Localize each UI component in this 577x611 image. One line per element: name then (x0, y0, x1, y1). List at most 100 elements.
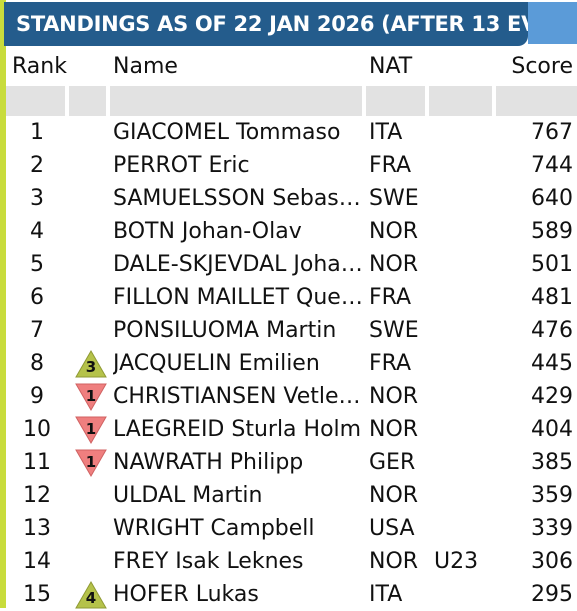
rank-down-icon: 1 (75, 449, 107, 477)
nation-cell: NOR (369, 483, 419, 508)
score-cell: 359 (531, 483, 573, 508)
rank-up-icon: 3 (75, 350, 107, 378)
nation-cell: USA (369, 516, 415, 541)
rank-down-icon: 1 (75, 383, 107, 411)
rank-up-icon: 4 (75, 581, 107, 609)
score-cell: 476 (531, 318, 573, 343)
nation-cell: FRA (369, 285, 412, 310)
table-row[interactable]: 11 NAWRATH Philipp GER 385 1 (0, 446, 577, 479)
score-cell: 481 (531, 285, 573, 310)
column-header-nat[interactable]: NAT (369, 54, 413, 79)
athlete-name-cell: SAMUELSSON Sebastian (113, 186, 363, 211)
category-cell (434, 512, 494, 545)
nation-cell: NOR (369, 417, 419, 442)
rank-cell: 2 (30, 153, 44, 178)
table-row[interactable]: 5 DALE-SKJEVDAL Joha… NOR 501 (0, 248, 577, 281)
athlete-name-cell: CHRISTIANSEN Vetle S… (113, 384, 363, 409)
table-row[interactable]: 3 SAMUELSSON Sebastian SWE 640 (0, 182, 577, 215)
athlete-name-cell: GIACOMEL Tommaso (113, 120, 341, 145)
rank-cell: 13 (23, 516, 51, 541)
nation-cell: ITA (369, 120, 403, 145)
athlete-name-cell: BOTN Johan-Olav (113, 219, 302, 244)
table-row[interactable]: 13 WRIGHT Campbell USA 339 (0, 512, 577, 545)
category-cell (434, 314, 494, 347)
score-cell: 640 (531, 186, 573, 211)
nation-cell: NOR (369, 384, 419, 409)
category-cell (434, 215, 494, 248)
filter-cell-score[interactable] (496, 86, 577, 116)
column-header-rank[interactable]: Rank (12, 54, 67, 79)
rank-change-value: 1 (86, 387, 96, 405)
filter-cell-change[interactable] (69, 86, 106, 116)
category-cell (434, 248, 494, 281)
rank-down-icon: 1 (75, 416, 107, 444)
athlete-name-cell: PERROT Eric (113, 153, 250, 178)
athlete-name-cell: FILLON MAILLET Quentin (113, 285, 363, 310)
table-row[interactable]: 4 BOTN Johan-Olav NOR 589 (0, 215, 577, 248)
rank-cell: 7 (30, 318, 44, 343)
category-cell (434, 380, 494, 413)
standings-title: STANDINGS AS OF 22 JAN 2026 (AFTER 13 EV… (4, 2, 528, 46)
category-cell (434, 347, 494, 380)
nation-cell: NOR (369, 549, 419, 574)
athlete-name-cell: DALE-SKJEVDAL Joha… (113, 252, 363, 277)
rank-cell: 4 (30, 219, 44, 244)
table-row[interactable]: 15 HOFER Lukas ITA 295 4 (0, 578, 577, 611)
nation-cell: SWE (369, 186, 419, 211)
filter-cell-name[interactable] (110, 86, 362, 116)
rank-cell: 15 (23, 582, 51, 607)
athlete-name-cell: WRIGHT Campbell (113, 516, 315, 541)
category-cell (434, 116, 494, 149)
nation-cell: GER (369, 450, 416, 475)
rank-change-value: 4 (86, 589, 96, 607)
athlete-name-cell: JACQUELIN Emilien (113, 351, 320, 376)
category-cell (434, 149, 494, 182)
nation-cell: FRA (369, 153, 412, 178)
category-cell (434, 182, 494, 215)
score-cell: 385 (531, 450, 573, 475)
filter-cell-extra[interactable] (429, 86, 492, 116)
filter-cell-rank[interactable] (6, 86, 65, 116)
score-cell: 767 (531, 120, 573, 145)
rank-change-value: 1 (86, 453, 96, 471)
table-row[interactable]: 9 CHRISTIANSEN Vetle S… NOR 429 1 (0, 380, 577, 413)
rank-cell: 11 (23, 450, 51, 475)
score-cell: 404 (531, 417, 573, 442)
rank-cell: 8 (30, 351, 44, 376)
category-cell (434, 446, 494, 479)
rank-cell: 3 (30, 186, 44, 211)
table-row[interactable]: 7 PONSILUOMA Martin SWE 476 (0, 314, 577, 347)
category-cell (434, 479, 494, 512)
table-row[interactable]: 12 ULDAL Martin NOR 359 (0, 479, 577, 512)
nation-cell: FRA (369, 351, 412, 376)
table-row[interactable]: 2 PERROT Eric FRA 744 (0, 149, 577, 182)
filter-cell-nat[interactable] (366, 86, 425, 116)
rank-cell: 5 (30, 252, 44, 277)
table-row[interactable]: 6 FILLON MAILLET Quentin FRA 481 (0, 281, 577, 314)
athlete-name-cell: NAWRATH Philipp (113, 450, 304, 475)
category-cell (434, 578, 494, 611)
table-row[interactable]: 14 FREY Isak Leknes NOR U23 306 (0, 545, 577, 578)
category-cell (434, 281, 494, 314)
athlete-name-cell: LAEGREID Sturla Holm (113, 417, 362, 442)
score-cell: 589 (531, 219, 573, 244)
score-cell: 295 (531, 582, 573, 607)
category-cell: U23 (434, 549, 479, 574)
rank-change-value: 1 (86, 420, 96, 438)
rank-change-value: 3 (86, 358, 96, 376)
category-cell (434, 413, 494, 446)
athlete-name-cell: PONSILUOMA Martin (113, 318, 337, 343)
column-header-score[interactable]: Score (511, 54, 573, 79)
accent-stripe (0, 0, 6, 608)
column-header-name[interactable]: Name (113, 54, 178, 79)
table-row[interactable]: 1 GIACOMEL Tommaso ITA 767 (0, 116, 577, 149)
rank-cell: 12 (23, 483, 51, 508)
title-accent-block (528, 2, 577, 44)
nation-cell: SWE (369, 318, 419, 343)
nation-cell: NOR (369, 252, 419, 277)
nation-cell: NOR (369, 219, 419, 244)
table-row[interactable]: 10 LAEGREID Sturla Holm NOR 404 1 (0, 413, 577, 446)
rank-cell: 14 (23, 549, 51, 574)
table-row[interactable]: 8 JACQUELIN Emilien FRA 445 3 (0, 347, 577, 380)
rank-cell: 9 (30, 384, 44, 409)
